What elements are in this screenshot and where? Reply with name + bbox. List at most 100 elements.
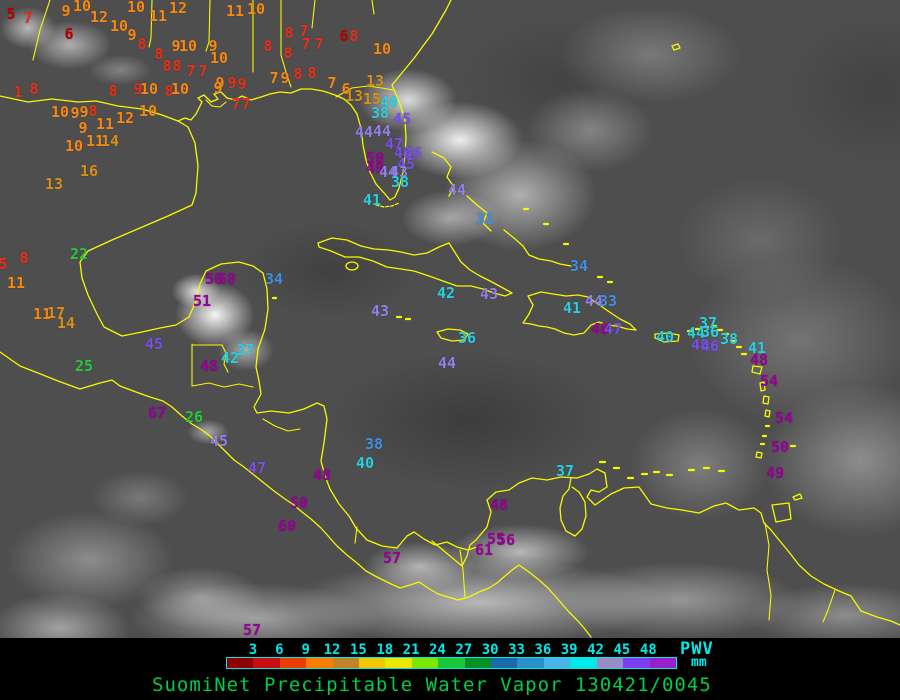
colorbar-segment (279, 658, 307, 668)
coast-us-texas (0, 95, 199, 206)
station-value: 37 (235, 341, 255, 359)
station-value: 45 (209, 432, 229, 450)
station-value: 44 (372, 122, 392, 140)
station-value: 9 (61, 2, 71, 20)
station-value: 57 (242, 621, 262, 639)
station-value: 54 (774, 409, 794, 427)
station-value: 10 (246, 0, 266, 18)
station-value: 11 (32, 305, 52, 323)
station-value: 10 (138, 102, 158, 120)
colorbar-segment (411, 658, 439, 668)
coast-mexico-centralamerica (79, 204, 478, 551)
station-value: 10 (50, 103, 70, 121)
station-value: 10 (139, 80, 159, 98)
island-bermuda (671, 43, 681, 51)
island-puerto-rico (654, 332, 680, 343)
station-value: 34 (264, 270, 284, 288)
colorbar-segment (464, 658, 492, 668)
station-value: 9 (280, 69, 290, 87)
station-value: 10 (372, 40, 392, 58)
station-value: 13 (44, 175, 64, 193)
station-value: 40 (355, 454, 375, 472)
colorbar-segment (306, 658, 333, 668)
station-value: 44 (447, 181, 467, 199)
station-value: 34 (569, 257, 589, 275)
station-value: 46 (403, 144, 423, 162)
station-value: 56 (496, 531, 516, 549)
station-value: 8 (172, 57, 182, 75)
coast-gulf-florida (177, 0, 452, 201)
legend-tick: 36 (534, 642, 552, 658)
colorbar-segment (332, 658, 360, 668)
station-value: 50 (770, 438, 790, 456)
station-value: 40 (655, 328, 675, 346)
station-value: 10 (209, 49, 229, 67)
station-value: 8 (19, 249, 29, 267)
station-value: 67 (147, 404, 167, 422)
legend-tick: 6 (275, 642, 284, 658)
station-value: 15 (362, 90, 382, 108)
station-value: 43 (479, 285, 499, 303)
station-value: 16 (79, 162, 99, 180)
station-value: 8 (293, 65, 303, 83)
station-value: 45 (144, 335, 164, 353)
station-value: 8 (283, 44, 293, 62)
station-value: 51 (192, 292, 212, 310)
station-value: 10 (178, 37, 198, 55)
station-value: 26 (184, 408, 204, 426)
coastline-overlay (0, 0, 900, 638)
station-value: 41 (747, 339, 767, 357)
station-value: 49 (765, 464, 785, 482)
station-value: 9 (215, 74, 225, 92)
colorbar-segment (623, 658, 650, 668)
station-value: 41 (562, 299, 582, 317)
station-value: 38 (370, 104, 390, 122)
station-value: 10 (126, 0, 146, 16)
station-value: 7 (198, 62, 208, 80)
station-value: 33 (598, 292, 618, 310)
state-borders (32, 0, 394, 108)
station-value: 45 (393, 144, 413, 162)
island-jamaica (436, 328, 469, 342)
station-value: 48 (749, 351, 769, 369)
satellite-map: 5 7 9 10 10 12 11 10 12 11 10 6 9 8 8 7 6 8 9 10 9 8 7 7 10 8 10 8 8… (0, 0, 900, 640)
station-value: 57 (382, 549, 402, 567)
station-value: 10 (109, 17, 129, 35)
coast-florida-keys (375, 202, 400, 208)
station-value: 9 (237, 75, 247, 93)
station-value: 13 (365, 72, 385, 90)
station-value: 6 (339, 27, 349, 45)
station-value: 47 (603, 320, 623, 338)
station-value: 11 (225, 2, 245, 20)
station-value: 8 (137, 35, 147, 53)
islands-lesser-antilles (751, 365, 771, 459)
station-value: 60 (277, 517, 297, 535)
station-value: 9 (227, 74, 237, 92)
station-value: 48 (199, 357, 219, 375)
islands-small-dots (271, 207, 797, 480)
island-isle-of-youth (345, 261, 359, 271)
station-value: 9 (127, 26, 137, 44)
station-value: 42 (220, 349, 240, 367)
station-value: 48 (312, 466, 332, 484)
coast-pacific (0, 351, 592, 638)
station-value: 54 (759, 372, 779, 390)
island-cuba (317, 237, 513, 297)
station-value: 14 (56, 314, 76, 332)
islands-bahamas (431, 151, 572, 267)
legend-tick: 3 (248, 642, 258, 658)
station-value: 8 (284, 24, 294, 42)
station-value: 11 (85, 132, 105, 150)
legend-tick: 45 (613, 642, 631, 658)
legend-tick: 12 (323, 642, 341, 658)
station-value: 41 (362, 191, 382, 209)
station-value: 44 (686, 324, 706, 342)
station-value: 8 (154, 45, 164, 63)
colorbar-segment (649, 658, 676, 668)
legend-tick: 30 (481, 642, 499, 658)
station-value: 10 (170, 80, 190, 98)
legend-tick: 18 (376, 642, 394, 658)
station-value: 61 (474, 541, 494, 559)
station-value: 6 (341, 80, 351, 98)
